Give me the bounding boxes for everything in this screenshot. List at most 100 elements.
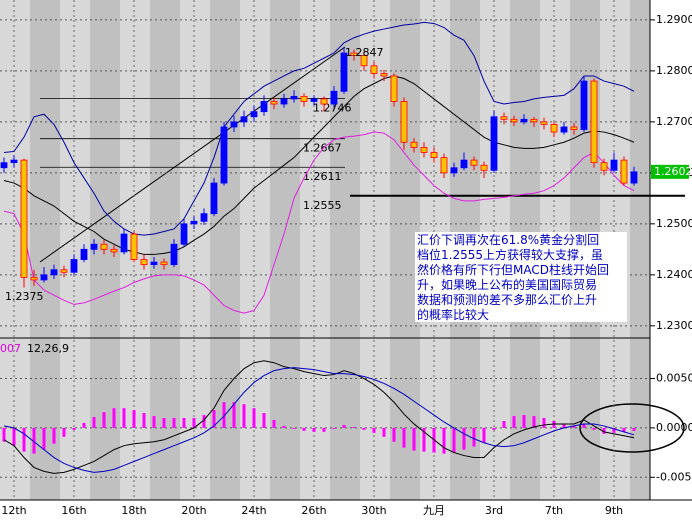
candle-body (340, 52, 348, 92)
candle-body (80, 248, 88, 260)
candle-body (240, 116, 248, 123)
candle-body (470, 159, 478, 166)
candle-body (230, 121, 238, 128)
candle-body (160, 261, 168, 266)
low-label: 1.2375 (5, 290, 44, 303)
note-line: 然价格有所下行但MACD柱线开始回 (417, 263, 609, 277)
y-tick-label: -0.0050 (656, 470, 692, 483)
macd-title: 007 (0, 342, 21, 355)
bollinger-line (3, 131, 635, 314)
candle-body (500, 116, 508, 120)
note-line: 汇价下调再次在61.8%黄金分割回 (417, 233, 600, 247)
x-tick-label: 30th (361, 504, 386, 517)
x-tick-label: 九月 (423, 504, 445, 517)
last-price-label: 1.2602 (654, 165, 692, 178)
candle-body (120, 233, 128, 253)
candle-body (0, 162, 8, 169)
candle-body (430, 152, 438, 158)
candle-body (530, 118, 538, 123)
candle-body (350, 52, 358, 56)
y-tick-label: 1.2400 (656, 268, 692, 281)
candle-body (210, 182, 218, 215)
x-tick-label: 20th (181, 504, 206, 517)
candle-body (380, 73, 388, 77)
candle-body (550, 124, 558, 133)
candle-body (320, 98, 328, 105)
fib-label: 1.2746 (313, 101, 352, 114)
candle-body (300, 95, 308, 102)
last-price-box (651, 164, 689, 179)
fib-label: 1.2611 (303, 170, 342, 183)
candle-body (90, 243, 98, 250)
macd-line (3, 367, 635, 473)
candle-body (250, 111, 258, 118)
candle-body (260, 101, 268, 113)
candle-body (600, 162, 608, 171)
candle-body (100, 243, 108, 250)
candle-body (400, 101, 408, 143)
candle-body (290, 95, 298, 100)
fib-label: 1.2667 (303, 142, 342, 155)
candle-body (140, 259, 148, 266)
note-line: 的概率比较大 (417, 308, 490, 322)
candle-body (270, 101, 278, 105)
y-tick-label: 1.2900 (656, 13, 692, 26)
candle-body (390, 75, 398, 102)
candle-body (370, 65, 378, 74)
x-tick-label: 16th (61, 504, 86, 517)
candle-body (330, 90, 338, 105)
candle-body (620, 159, 628, 184)
x-tick-label: 3rd (485, 504, 503, 517)
candle-body (560, 126, 568, 133)
note-line: 升，如果晚上公布的美国国际贸易 (417, 278, 598, 292)
candle-body (10, 159, 18, 164)
annotation-box: 汇价下调再次在61.8%黄金分割回 档位1.2555上方获得较大支撑，虽 然价格有所… (415, 232, 627, 322)
candle-body (540, 121, 548, 125)
candle-body (420, 146, 428, 153)
y-tick-label: 0.0000 (656, 421, 692, 434)
y-tick-label: 1.2700 (656, 115, 692, 128)
candle-body (20, 159, 28, 278)
x-tick-label: 7th (545, 504, 563, 517)
high-label: 1.2847 (345, 46, 384, 59)
candle-body (590, 80, 598, 164)
candle-body (180, 223, 188, 245)
candle-body (110, 248, 118, 253)
y-tick-label: 1.2300 (656, 319, 692, 332)
candle-body (30, 276, 38, 281)
candle-body (40, 274, 48, 281)
y-tick-label: 1.2800 (656, 64, 692, 77)
candle-body (450, 167, 458, 174)
candle-body (280, 98, 288, 105)
x-tick-label: 12th (1, 504, 26, 517)
candle-body (190, 220, 198, 225)
trend-line (39, 46, 346, 263)
y-tick-label: 0.0050 (656, 372, 692, 385)
candle-body (60, 269, 68, 273)
macd-title: 12,26,9 (27, 342, 69, 355)
bollinger-line (3, 21, 635, 236)
note-line: 数据和预测的差不多那么汇价上升 (417, 293, 598, 307)
candle-body (520, 118, 528, 123)
bollinger-line (3, 75, 635, 255)
candle-body (50, 269, 58, 276)
candle-body (310, 98, 318, 102)
candle-body (440, 157, 448, 174)
fib-label: 1.2555 (303, 199, 342, 212)
candle-body (460, 159, 468, 169)
candle-body (130, 233, 138, 260)
candle-body (150, 261, 158, 266)
candle-body (580, 80, 588, 130)
stripe (300, 0, 330, 500)
candle-body (220, 126, 228, 184)
candle-body (200, 213, 208, 222)
x-tick-label: 24th (241, 504, 266, 517)
candle-body (570, 126, 578, 130)
candle-body (480, 164, 488, 171)
x-tick-label: 18th (121, 504, 146, 517)
candle-body (410, 141, 418, 148)
candle-body (610, 159, 618, 171)
x-tick-label: 26th (301, 504, 326, 517)
candle-body (630, 171, 638, 184)
